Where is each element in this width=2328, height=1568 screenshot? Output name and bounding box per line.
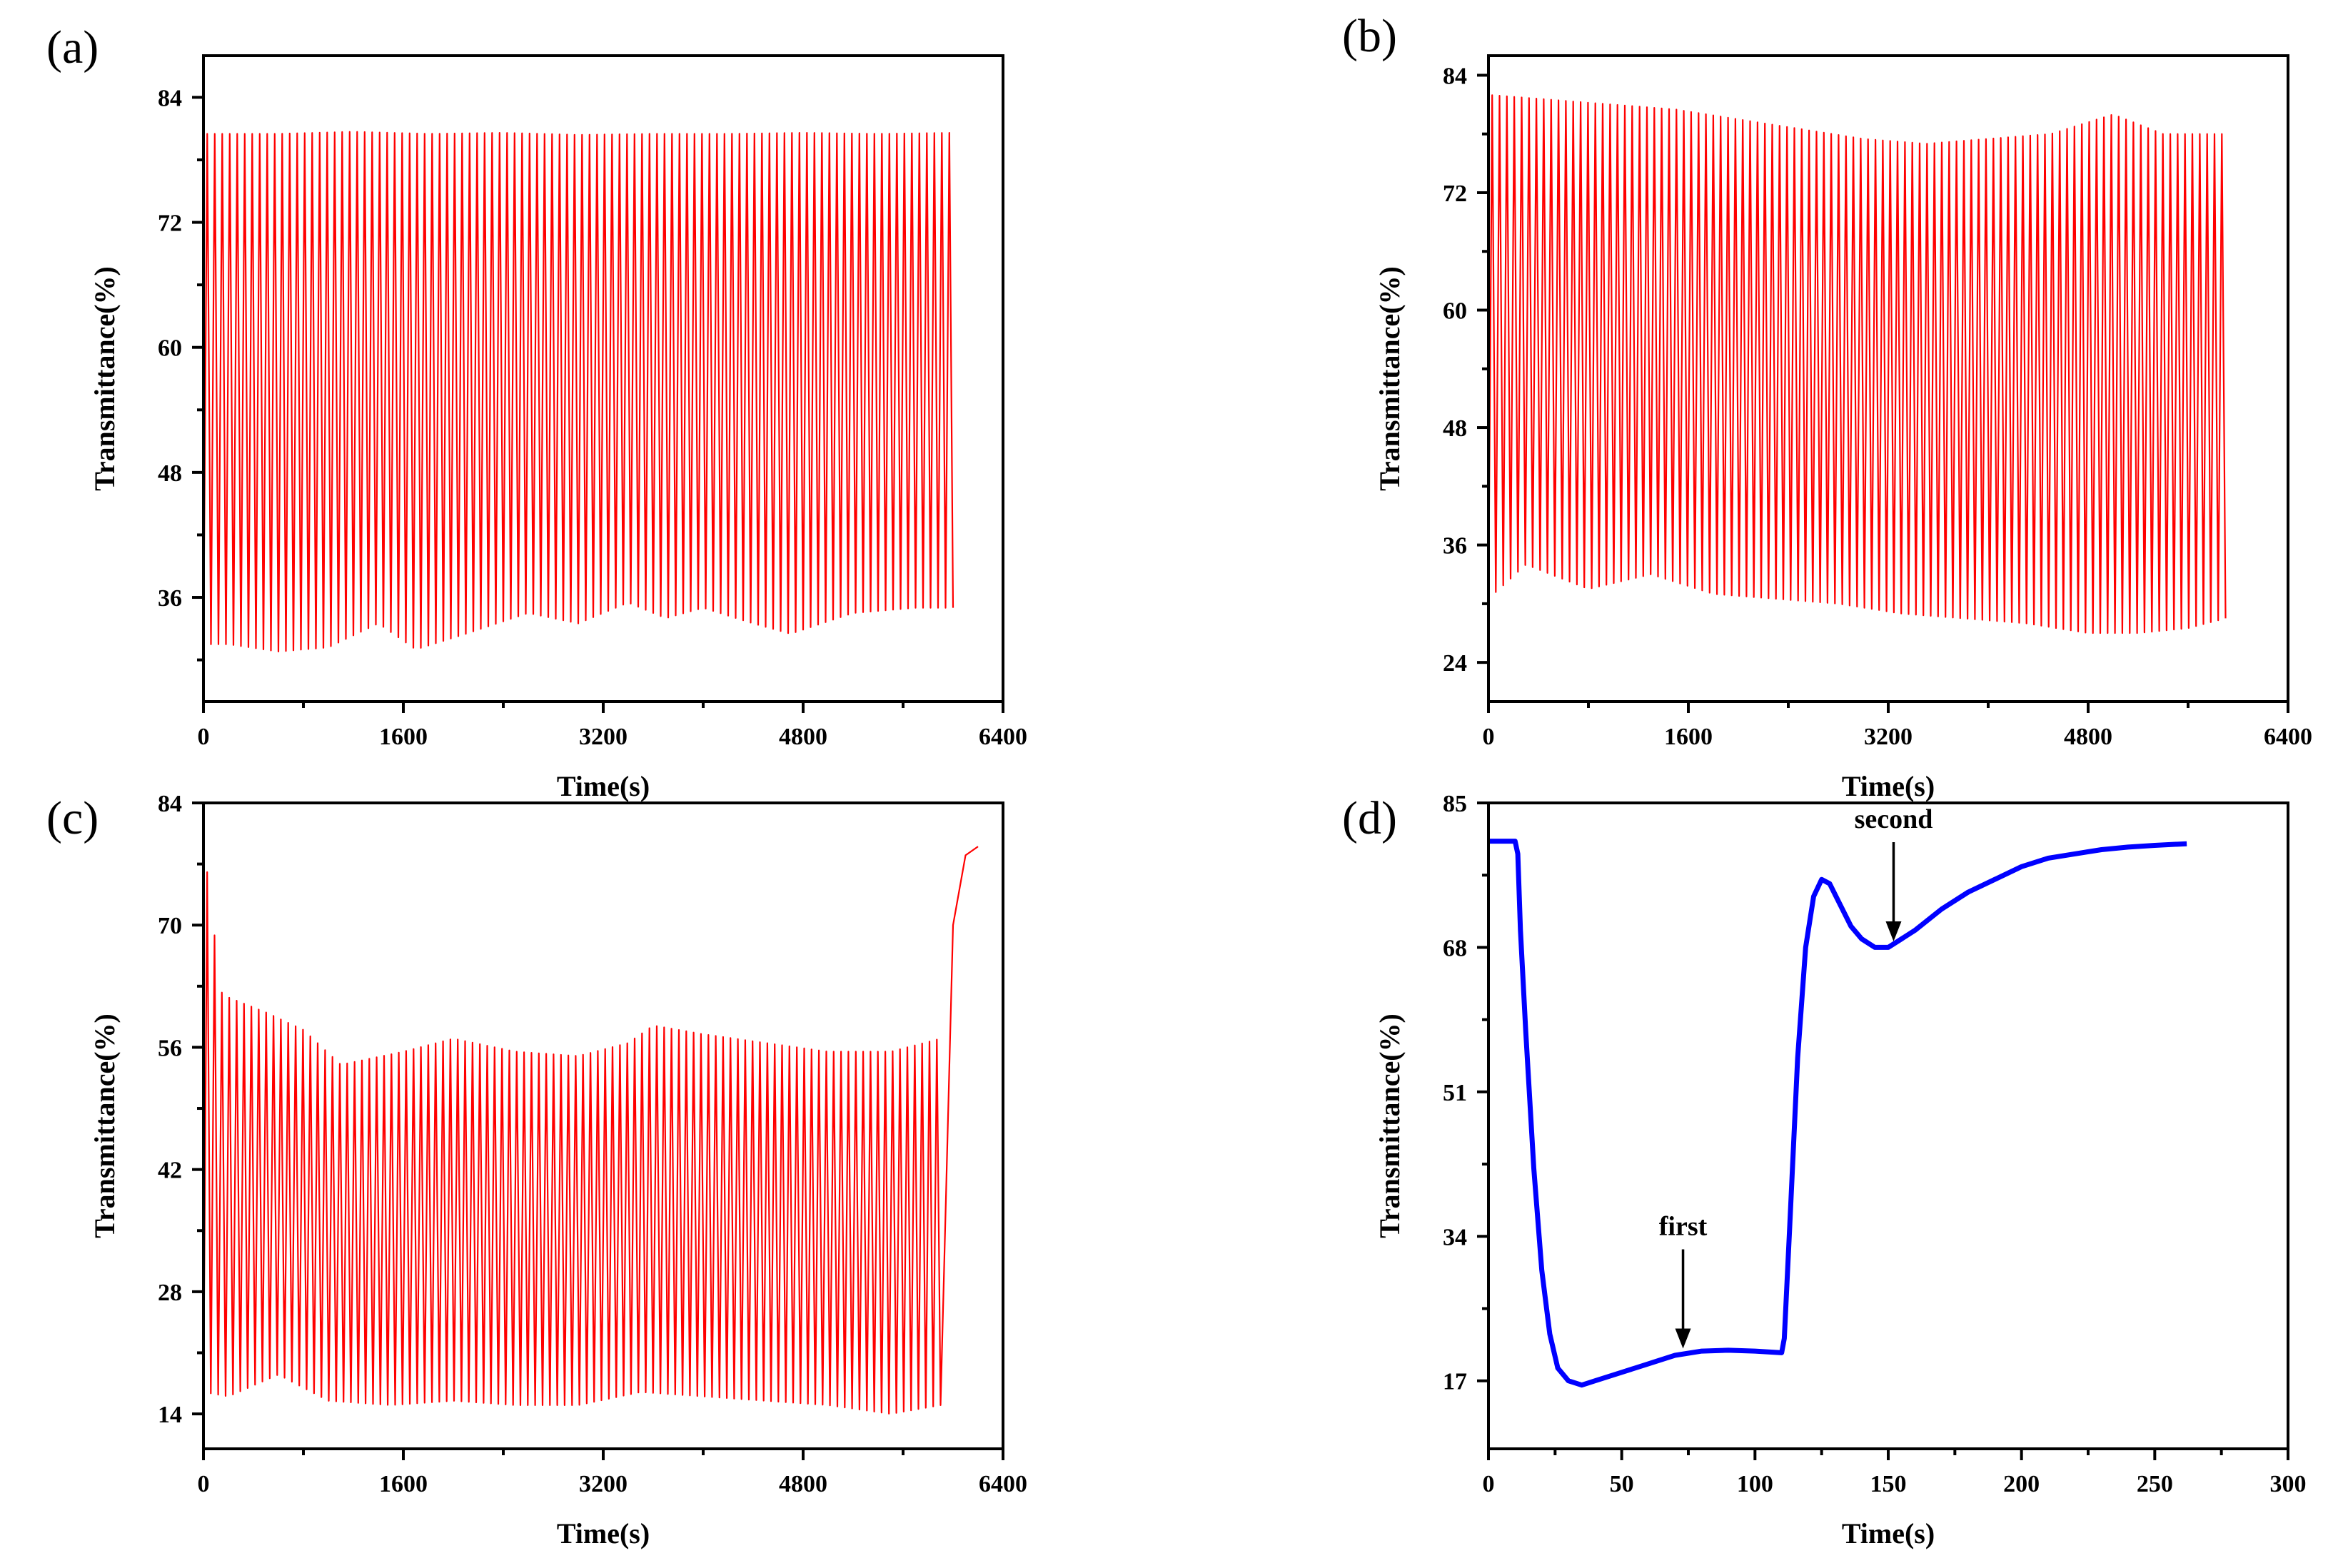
data-series-line <box>1487 94 2227 634</box>
y-tick-label: 68 <box>1443 935 1467 961</box>
y-tick-label: 36 <box>158 585 182 612</box>
panel-label: (a) <box>46 21 99 74</box>
y-tick-label: 56 <box>158 1035 182 1061</box>
y-tick-label: 28 <box>158 1280 182 1306</box>
y-tick-label: 72 <box>1443 181 1467 207</box>
x-axis-title: Time(s) <box>1842 1517 1935 1549</box>
x-tick-label: 150 <box>1870 1471 1907 1497</box>
data-series-line <box>1488 839 2187 1388</box>
x-tick-label: 200 <box>2003 1471 2040 1497</box>
y-tick-label: 14 <box>158 1402 182 1428</box>
y-tick-label: 36 <box>1443 533 1467 560</box>
data-series-line <box>202 837 979 1415</box>
y-tick-label: 60 <box>1443 298 1467 325</box>
x-tick-label: 1600 <box>379 724 428 750</box>
data-series-line <box>202 131 954 652</box>
y-tick-label: 42 <box>158 1158 182 1184</box>
y-tick-label: 51 <box>1443 1080 1467 1106</box>
x-tick-label: 0 <box>1483 724 1495 750</box>
x-axis-title: Time(s) <box>557 770 650 802</box>
y-tick-label: 84 <box>158 85 182 111</box>
x-tick-label: 4800 <box>2064 724 2112 750</box>
x-tick-label: 6400 <box>2264 724 2312 750</box>
x-tick-label: 0 <box>198 724 210 750</box>
x-tick-label: 1600 <box>379 1471 428 1497</box>
panel-label: (c) <box>46 792 99 844</box>
x-axis-title: Time(s) <box>1842 770 1935 802</box>
y-tick-label: 48 <box>158 460 182 487</box>
x-tick-label: 4800 <box>779 724 827 750</box>
panel-label: (b) <box>1342 10 1397 62</box>
x-tick-label: 6400 <box>979 1471 1027 1497</box>
annotation-label: first <box>1659 1211 1708 1241</box>
panel-c: (c) 0 1600 3200 4800 6400 14 28 42 56 70 84 Time(s) T… <box>46 791 1027 1549</box>
y-axis-title: Transmittance(%) <box>89 266 121 491</box>
panel-label: (d) <box>1342 792 1397 844</box>
y-tick-label: 85 <box>1443 791 1467 817</box>
x-tick-label: 4800 <box>779 1471 827 1497</box>
annotation-arrow-head <box>1675 1328 1691 1349</box>
y-axis-title: Transmittance(%) <box>1374 1013 1406 1238</box>
x-tick-label: 1600 <box>1664 724 1713 750</box>
y-axis-title: Transmittance(%) <box>89 1013 121 1238</box>
x-tick-label: 0 <box>1483 1471 1495 1497</box>
x-tick-label: 3200 <box>579 724 628 750</box>
x-tick-label: 6400 <box>979 724 1027 750</box>
x-tick-label: 3200 <box>579 1471 628 1497</box>
y-tick-label: 84 <box>1443 63 1467 89</box>
annotation-label: second <box>1855 804 1933 834</box>
y-tick-label: 17 <box>1443 1369 1467 1395</box>
x-tick-label: 300 <box>2270 1471 2307 1497</box>
plot-frame <box>202 801 1004 1450</box>
y-tick-label: 72 <box>158 211 182 237</box>
x-tick-label: 0 <box>198 1471 210 1497</box>
x-tick-label: 3200 <box>1864 724 1913 750</box>
y-tick-label: 24 <box>1443 650 1467 677</box>
plot-frame <box>1487 801 2289 1450</box>
annotation-arrow-head <box>1885 921 1902 942</box>
x-axis-title: Time(s) <box>557 1517 650 1549</box>
y-tick-label: 60 <box>158 335 182 362</box>
panel-a: (a) 0 1600 3200 4800 6400 36 48 60 72 84 Time(s) Tra… <box>46 21 1027 802</box>
x-tick-label: 50 <box>1610 1471 1634 1497</box>
x-tick-label: 100 <box>1737 1471 1773 1497</box>
y-tick-label: 70 <box>158 913 182 939</box>
panel-b: (b) 0 1600 3200 4800 6400 24 36 48 60 72 84 Time(s) T… <box>1342 10 2312 802</box>
x-tick-label: 250 <box>2137 1471 2173 1497</box>
y-axis-title: Transmittance(%) <box>1374 266 1406 491</box>
y-tick-label: 48 <box>1443 415 1467 442</box>
y-tick-label: 34 <box>1443 1224 1467 1250</box>
y-tick-label: 84 <box>158 791 182 817</box>
panel-d: (d) 0 50 100 150 200 250 300 17 34 51 68 85 Time(s) Tr… <box>1342 791 2307 1549</box>
